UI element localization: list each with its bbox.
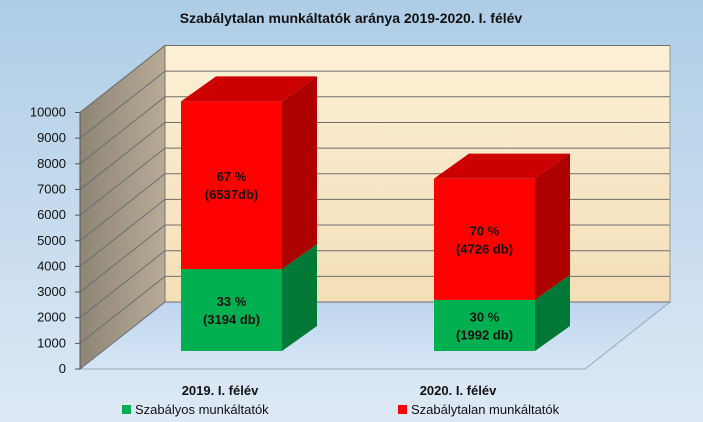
legend-item: Szabálytalan munkáltatók [398,402,560,417]
chart-walls [78,44,672,371]
gridline [79,96,670,165]
y-tick-label: 1000 [37,335,66,350]
bar-front [181,101,282,270]
data-label-count: (1992 db) [456,327,513,342]
bar-segment: 30 % (1992 db) [434,274,570,351]
x-category-label: 2019. I. félév [182,383,259,398]
gridline [79,121,670,190]
chart-title: Szabálytalan munkáltatók aránya 2019-202… [180,10,523,26]
data-label-percent: 70 % [470,223,500,238]
legend-label: Szabálytalan munkáltatók [411,402,560,417]
bars: 33 % (3194 db) 67 % (6537db) 30 % (1992 db) 70… [181,76,570,351]
bar-side [535,153,570,300]
data-label-percent: 33 % [217,294,247,309]
gridline [79,45,670,113]
x-category-label: 2020. I. félév [420,383,497,398]
bar-segment: 33 % (3194 db) [181,244,317,351]
y-tick-label: 9000 [37,130,66,145]
legend-swatch [122,405,131,414]
bar-front [181,269,282,351]
legend-label: Szabályos munkáltatók [135,402,269,417]
bar-top [181,76,317,102]
y-tick-label: 4000 [37,258,66,273]
bar-side [282,244,317,351]
data-label-count: (3194 db) [203,312,260,327]
bar-side [282,76,317,270]
y-tick-label: 7000 [37,181,66,196]
y-axis: 0 1000 2000 3000 4000 5000 6000 7000 8000 9000 100… [30,105,81,376]
bar-top [434,153,570,179]
bar-segment: 70 % (4726 db) [434,153,570,300]
legend-item: Szabályos munkáltatók [122,402,269,417]
bar-front [434,178,535,300]
y-tick-label: 8000 [37,156,66,171]
y-tick-label: 0 [59,361,66,376]
bar-segment: 67 % (6537db) [181,76,317,270]
bar-side [535,274,570,351]
gridline [79,70,670,139]
data-label-percent: 67 % [217,169,247,184]
legend: Szabályos munkáltatók Szabálytalan munkál… [122,402,560,417]
y-tick-label: 10000 [30,105,66,120]
data-label-count: (6537db) [205,187,258,202]
legend-swatch [398,405,407,414]
data-label-count: (4726 db) [456,241,513,256]
y-tick-label: 2000 [37,310,66,325]
x-axis: 2019. I. félév 2020. I. félév [182,383,497,398]
y-tick-label: 3000 [37,284,66,299]
y-tick-label: 6000 [37,207,66,222]
gridline [79,147,670,216]
data-label-percent: 30 % [470,309,500,324]
bar-front [434,299,535,351]
floor [78,301,672,370]
y-tick-label: 5000 [37,233,66,248]
